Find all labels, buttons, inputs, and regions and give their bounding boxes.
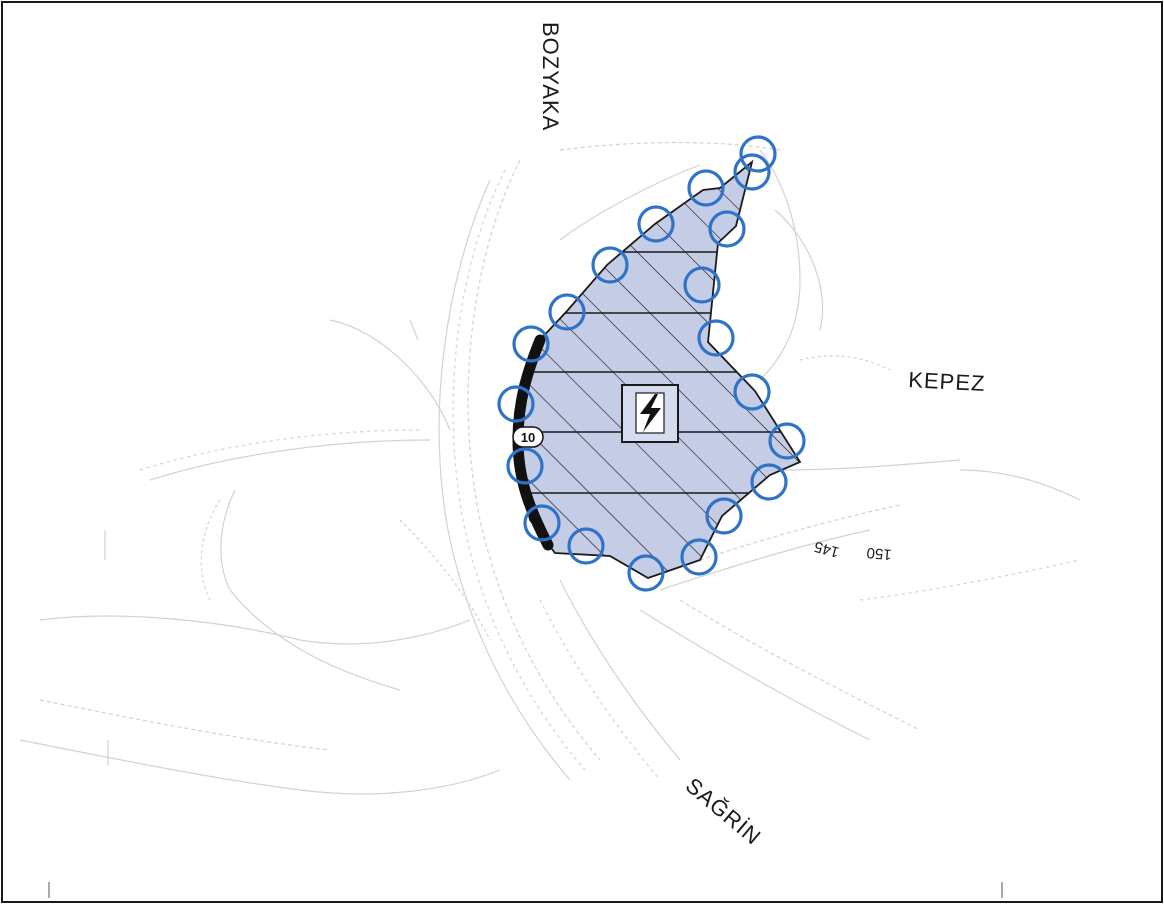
label-kepez: KEPEZ bbox=[908, 367, 986, 396]
boundary-circle-icon[interactable] bbox=[627, 554, 665, 592]
boundary-circle-icon[interactable] bbox=[497, 385, 535, 423]
road-width-badge: 10 bbox=[512, 426, 544, 448]
contour-label-145: 145 bbox=[812, 538, 841, 561]
boundary-circle-icon[interactable] bbox=[733, 153, 771, 191]
boundary-circle-icon[interactable] bbox=[768, 422, 806, 460]
boundary-circle-icon[interactable] bbox=[506, 447, 544, 485]
boundary-circle-icon[interactable] bbox=[523, 504, 561, 542]
contour-label-150: 150 bbox=[866, 544, 892, 563]
boundary-circle-icon[interactable] bbox=[683, 266, 721, 304]
road-width-label: 10 bbox=[521, 430, 535, 445]
boundary-circle-icon[interactable] bbox=[708, 210, 746, 248]
background-lines bbox=[19, 141, 1081, 795]
boundary-circle-icon[interactable] bbox=[687, 169, 725, 207]
boundary-circle-icon[interactable] bbox=[637, 205, 675, 243]
boundary-circles bbox=[497, 135, 806, 592]
boundary-circle-icon[interactable] bbox=[705, 497, 743, 535]
parcel-outline bbox=[517, 159, 802, 579]
boundary-circle-icon[interactable] bbox=[739, 135, 777, 173]
electricity-substation-icon bbox=[621, 384, 679, 443]
boundary-circle-icon[interactable] bbox=[733, 373, 771, 411]
boundary-circle-icon[interactable] bbox=[750, 463, 788, 501]
boundary-circle-icon[interactable] bbox=[591, 246, 629, 284]
boundary-circle-icon[interactable] bbox=[567, 527, 605, 565]
boundary-circle-icon[interactable] bbox=[680, 538, 718, 576]
boundary-circle-icon[interactable] bbox=[512, 325, 550, 363]
label-bozyaka: BOZYAKA bbox=[538, 22, 563, 131]
boundary-circle-icon[interactable] bbox=[548, 293, 586, 331]
boundary-circle-icon[interactable] bbox=[697, 319, 735, 357]
